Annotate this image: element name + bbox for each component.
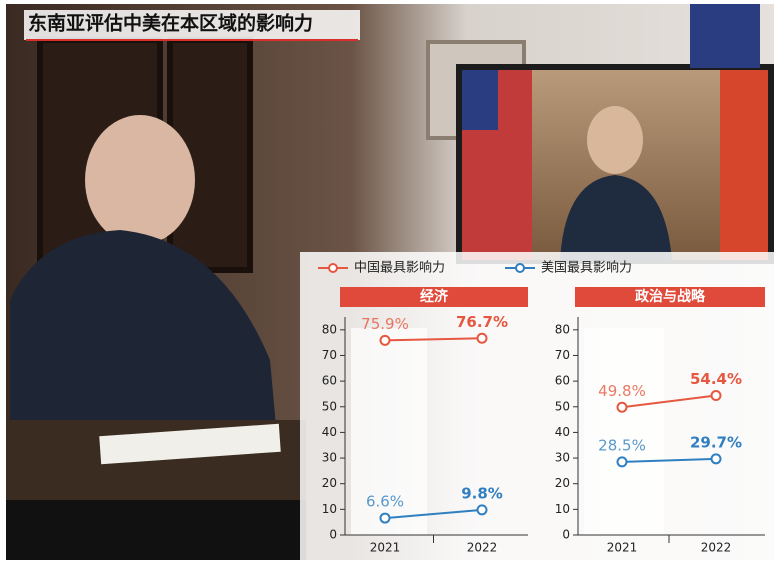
chart-title: 经济 bbox=[420, 288, 449, 305]
y-tick-label: 40 bbox=[555, 425, 570, 439]
value-label: 9.8% bbox=[461, 484, 503, 502]
data-point bbox=[618, 457, 627, 466]
data-point bbox=[478, 505, 487, 514]
y-tick-label: 80 bbox=[322, 322, 337, 336]
x-tick-label: 2022 bbox=[701, 541, 732, 555]
value-label: 75.9% bbox=[361, 315, 409, 333]
y-tick-label: 50 bbox=[555, 399, 570, 413]
y-tick-label: 10 bbox=[322, 502, 337, 516]
y-tick-label: 30 bbox=[322, 451, 337, 465]
y-tick-label: 40 bbox=[322, 425, 337, 439]
y-tick-label: 70 bbox=[322, 348, 337, 362]
chart-title: 政治与战略 bbox=[635, 288, 706, 305]
y-tick-label: 10 bbox=[555, 502, 570, 516]
value-label: 6.6% bbox=[366, 493, 404, 511]
data-point bbox=[381, 336, 390, 345]
y-tick-label: 60 bbox=[322, 374, 337, 388]
graphic: 东南亚评估中美在本区域的影响力 中国最具影响力 美国最具影响力经济 0 10 20 30 4… bbox=[0, 0, 779, 566]
value-label: 54.4% bbox=[690, 370, 742, 388]
data-point bbox=[381, 514, 390, 523]
y-tick-label: 20 bbox=[322, 476, 337, 490]
data-point bbox=[712, 391, 721, 400]
value-label: 76.7% bbox=[456, 313, 508, 331]
y-tick-label: 0 bbox=[329, 528, 337, 542]
y-tick-label: 70 bbox=[555, 348, 570, 362]
value-label: 49.8% bbox=[598, 382, 646, 400]
data-point bbox=[712, 454, 721, 463]
x-tick-label: 2021 bbox=[607, 541, 638, 555]
y-tick-label: 0 bbox=[562, 528, 570, 542]
y-tick-label: 30 bbox=[555, 451, 570, 465]
value-label: 28.5% bbox=[598, 436, 646, 454]
value-label: 29.7% bbox=[690, 433, 742, 451]
column-shade bbox=[584, 328, 664, 535]
legend-marker bbox=[516, 264, 524, 272]
x-tick-label: 2022 bbox=[467, 541, 498, 555]
y-tick-label: 50 bbox=[322, 399, 337, 413]
main-title: 东南亚评估中美在本区域的影响力 bbox=[28, 12, 313, 35]
x-tick-label: 2021 bbox=[370, 541, 401, 555]
legend-marker bbox=[329, 264, 337, 272]
data-point bbox=[478, 334, 487, 343]
data-point bbox=[618, 403, 627, 412]
legend-label: 中国最具影响力 bbox=[354, 260, 445, 276]
y-tick-label: 20 bbox=[555, 476, 570, 490]
y-tick-label: 60 bbox=[555, 374, 570, 388]
y-tick-label: 80 bbox=[555, 322, 570, 336]
legend-label: 美国最具影响力 bbox=[541, 260, 632, 276]
